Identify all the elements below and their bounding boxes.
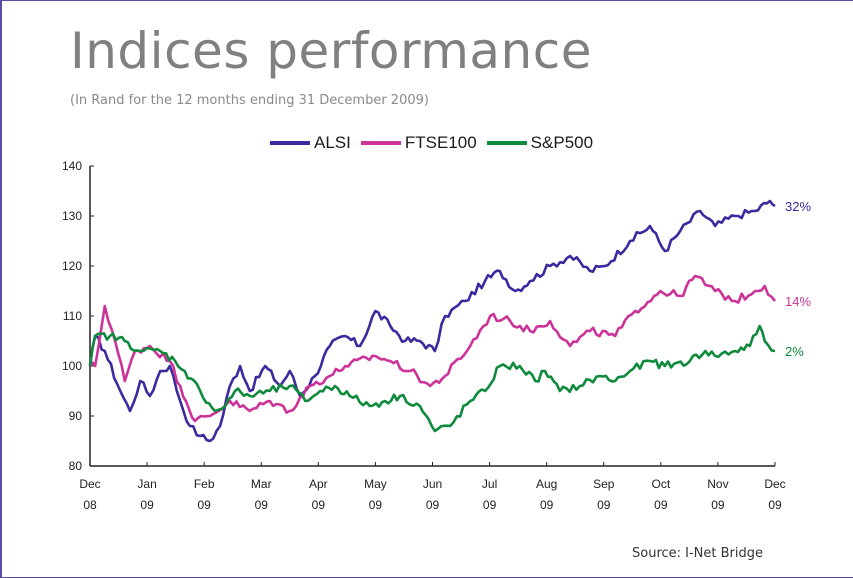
y-tick-label: 90 (69, 409, 83, 423)
series-lines (88, 199, 777, 443)
x-tick-label-year: 09 (654, 498, 668, 512)
y-tick-label: 120 (62, 259, 82, 273)
x-tick-label-month: Sep (593, 477, 615, 491)
legend: ALSI FTSE100 S&P500 (270, 133, 603, 153)
legend-label-alsi: ALSI (314, 133, 351, 152)
x-tick-label-month: Apr (309, 477, 328, 491)
y-tick-label: 140 (62, 159, 82, 173)
chart-subtitle: (In Rand for the 12 months ending 31 Dec… (70, 93, 429, 108)
x-tick-label-year: 08 (83, 498, 97, 512)
legend-item-sp500: S&P500 (486, 133, 594, 153)
end-label-alsi: 32% (785, 199, 811, 214)
y-tick-label: 80 (69, 459, 83, 473)
x-tick-label-month: Jul (482, 477, 497, 491)
x-tick-label-month: May (364, 477, 387, 491)
y-tick-label: 130 (62, 209, 82, 223)
series-line-alsi (88, 199, 776, 443)
x-tick-label-year: 09 (140, 498, 154, 512)
x-tick-label-year: 09 (255, 498, 269, 512)
chart-title: Indices performance (70, 22, 592, 80)
axes: 80 90 100 110 120 130 140 Dec 08 Jan 09 Feb 09 Mar 09 A… (62, 159, 786, 512)
x-tick-label-month: Mar (251, 477, 272, 491)
x-tick-label-month: Feb (194, 477, 215, 491)
y-tick-label: 100 (62, 359, 82, 373)
x-tick-label-year: 09 (369, 498, 383, 512)
legend-swatch-ftse100 (360, 141, 401, 145)
x-tick-label-year: 09 (540, 498, 554, 512)
series-line-ftse100 (88, 274, 777, 423)
legend-swatch-alsi (270, 141, 310, 145)
end-labels: 32% 14% 2% (785, 199, 811, 359)
source-note: Source: I-Net Bridge (632, 546, 764, 561)
x-tick-label-month: Nov (707, 477, 728, 491)
series-line-sp500 (88, 324, 776, 433)
legend-swatch-sp500 (486, 141, 527, 145)
end-label-ftse100: 14% (785, 294, 811, 309)
legend-label-sp500: S&P500 (530, 133, 594, 152)
legend-label-ftse100: FTSE100 (404, 133, 477, 152)
x-tick-label-month: Jan (137, 477, 156, 491)
x-tick-label-year: 09 (483, 498, 497, 512)
x-tick-label-month: Dec (79, 477, 100, 491)
x-tick-label-year: 09 (768, 498, 782, 512)
x-tick-label-month: Jun (423, 477, 442, 491)
legend-item-ftse100: FTSE100 (360, 133, 477, 153)
x-tick-label-year: 09 (312, 498, 326, 512)
legend-item-alsi: ALSI (270, 133, 351, 153)
x-tick-label-month: Aug (536, 477, 557, 491)
x-tick-label-year: 09 (426, 498, 440, 512)
y-tick-label: 110 (63, 309, 82, 323)
x-tick-label-month: Oct (651, 477, 670, 491)
x-tick-label-month: Dec (764, 477, 785, 491)
x-tick-label-year: 09 (197, 498, 211, 512)
x-tick-label-year: 09 (597, 498, 611, 512)
end-label-sp500: 2% (785, 344, 804, 359)
x-tick-label-year: 09 (711, 498, 725, 512)
